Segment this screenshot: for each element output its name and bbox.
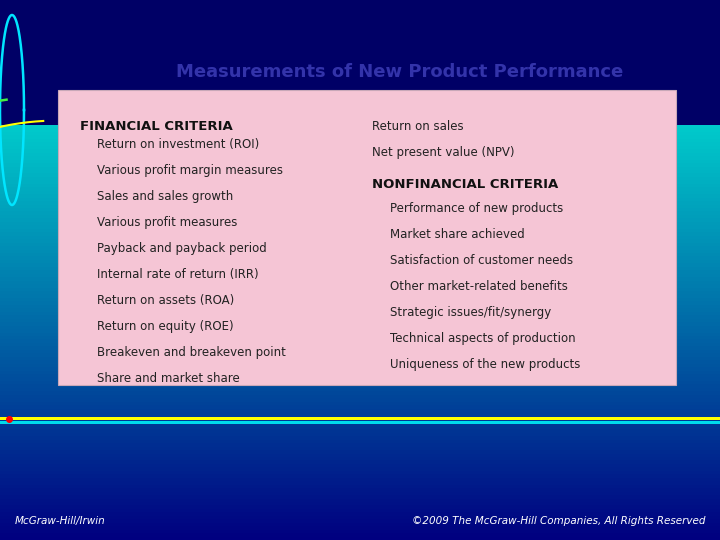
FancyBboxPatch shape (58, 90, 676, 385)
Text: Share and market share: Share and market share (97, 372, 240, 385)
Text: Return on assets (ROA): Return on assets (ROA) (97, 294, 234, 307)
Text: Return on equity (ROE): Return on equity (ROE) (97, 320, 233, 333)
Text: Payback and payback period: Payback and payback period (97, 242, 266, 255)
Text: Internal rate of return (IRR): Internal rate of return (IRR) (97, 268, 258, 281)
Text: Measurements of New Product Performance: Measurements of New Product Performance (176, 63, 624, 81)
Text: Various profit measures: Various profit measures (97, 216, 238, 229)
Text: ©2009 The McGraw-Hill Companies, All Rights Reserved: ©2009 The McGraw-Hill Companies, All Rig… (412, 516, 705, 526)
Text: Performance of new products: Performance of new products (390, 202, 563, 215)
Text: Sales and sales growth: Sales and sales growth (97, 190, 233, 203)
Text: NONFINANCIAL CRITERIA: NONFINANCIAL CRITERIA (372, 178, 558, 191)
Text: Net present value (NPV): Net present value (NPV) (372, 146, 515, 159)
Text: Return on sales: Return on sales (372, 120, 464, 133)
Text: Various profit margin measures: Various profit margin measures (97, 164, 283, 177)
Text: Satisfaction of customer needs: Satisfaction of customer needs (390, 254, 573, 267)
Text: Uniqueness of the new products: Uniqueness of the new products (390, 358, 580, 371)
Text: Strategic issues/fit/synergy: Strategic issues/fit/synergy (390, 306, 552, 319)
Text: McGraw-Hill/Irwin: McGraw-Hill/Irwin (15, 516, 106, 526)
Text: Breakeven and breakeven point: Breakeven and breakeven point (97, 346, 286, 359)
Text: Technical aspects of production: Technical aspects of production (390, 332, 575, 345)
Text: Return on investment (ROI): Return on investment (ROI) (97, 138, 259, 151)
Text: Market share achieved: Market share achieved (390, 228, 525, 241)
Text: Other market-related benefits: Other market-related benefits (390, 280, 568, 293)
Text: FINANCIAL CRITERIA: FINANCIAL CRITERIA (80, 120, 233, 133)
